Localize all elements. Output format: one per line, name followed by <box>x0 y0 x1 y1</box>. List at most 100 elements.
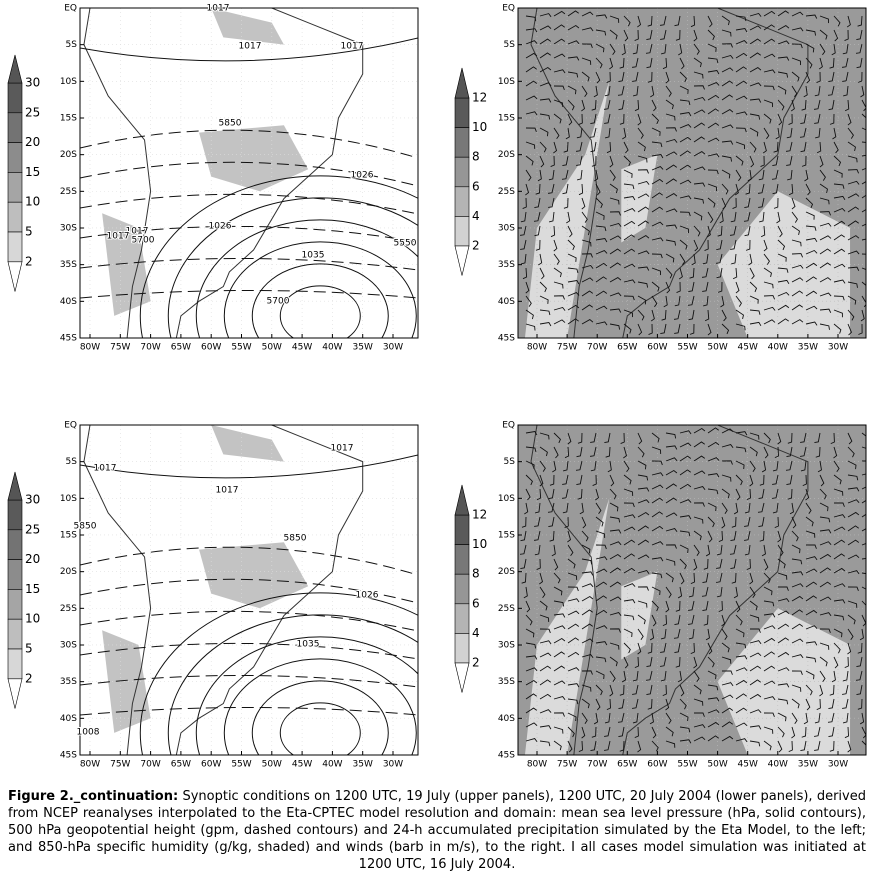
colorbar-label: 25 <box>25 522 40 536</box>
wind-barb <box>581 277 594 283</box>
wind-barb <box>567 56 580 61</box>
wind-barb <box>525 446 537 453</box>
pressure-contour <box>223 241 417 338</box>
wind-barb <box>534 530 541 541</box>
wind-barb <box>749 474 754 487</box>
wind-barb <box>688 614 695 625</box>
wind-barb <box>553 281 564 289</box>
wind-barb <box>578 183 584 196</box>
wind-barb <box>521 516 527 528</box>
lon-label: 70W <box>587 760 607 770</box>
wind-barb <box>581 712 588 724</box>
wind-barb <box>581 43 593 49</box>
wind-barb <box>847 586 859 591</box>
wind-barb <box>729 544 737 555</box>
wind-barb <box>861 572 866 575</box>
contour-label: 5850 <box>284 534 307 544</box>
wind-barb <box>819 222 832 227</box>
colorbar-bottom <box>7 678 23 709</box>
lat-label: 25S <box>498 187 515 197</box>
wind-barb <box>679 726 691 733</box>
wind-barb <box>679 558 687 570</box>
lat-label: 40S <box>60 714 77 724</box>
wind-barb <box>593 85 598 98</box>
wind-barb <box>525 614 533 626</box>
wind-barb <box>759 530 765 542</box>
wind-barb <box>609 169 616 181</box>
wind-barb <box>618 71 625 83</box>
wind-barb <box>609 502 619 512</box>
wind-barb <box>595 57 603 69</box>
wind-barb <box>721 94 734 101</box>
wind-barb <box>730 558 737 570</box>
wind-barb <box>665 208 678 213</box>
wind-barb <box>693 109 706 115</box>
wind-barb <box>609 612 622 617</box>
wind-barb <box>801 155 807 167</box>
wind-barb <box>609 684 614 697</box>
wind-barb <box>763 446 769 459</box>
wind-barb <box>604 726 611 737</box>
wind-barb <box>842 43 849 55</box>
wind-barb <box>791 211 798 223</box>
wind-barb <box>623 474 632 485</box>
wind-barb <box>637 460 647 470</box>
wind-barb <box>581 197 586 210</box>
wind-barb <box>758 169 765 181</box>
wind-barb <box>525 323 536 331</box>
wind-barb <box>731 253 737 265</box>
wind-barb <box>833 29 839 42</box>
wind-barb <box>693 29 698 42</box>
wind-barb <box>718 600 723 613</box>
wind-barb <box>763 99 774 108</box>
wind-barb <box>763 432 771 444</box>
wind-barb <box>707 670 717 680</box>
wind-barb <box>581 698 590 709</box>
wind-barb <box>749 640 762 645</box>
wind-barb <box>567 318 579 325</box>
shading <box>621 154 658 243</box>
colorbar-segment <box>454 186 470 217</box>
wind-barb <box>576 446 583 458</box>
wind-barb <box>634 726 639 739</box>
wind-barb <box>637 113 642 126</box>
wind-barb <box>791 225 800 236</box>
wind-barb <box>623 15 631 27</box>
wind-barb <box>791 670 803 675</box>
wind-barb <box>665 99 674 110</box>
wind-barb <box>703 614 709 626</box>
contour-label: 1017 <box>107 232 130 242</box>
wind-barb <box>847 113 852 126</box>
wind-barb <box>595 183 601 196</box>
wind-barb <box>777 683 790 688</box>
wind-barb <box>620 432 625 444</box>
wind-barb <box>595 305 608 311</box>
lon-label: 40W <box>322 343 342 353</box>
wind-barb <box>707 323 712 336</box>
wind-barb <box>637 281 649 288</box>
wind-barb <box>721 80 734 87</box>
wind-barb <box>665 483 677 490</box>
wind-barb <box>791 583 804 588</box>
wind-barb <box>819 684 824 697</box>
lon-label: 55W <box>231 760 251 770</box>
pressure-contour <box>279 702 361 755</box>
wind-barb <box>539 725 552 730</box>
wind-barb <box>525 707 538 714</box>
wind-barb <box>702 572 709 584</box>
wind-barb <box>749 25 762 31</box>
wind-barb <box>777 726 785 738</box>
wind-barb <box>735 431 748 436</box>
wind-barb <box>637 628 644 640</box>
wind-barb <box>525 309 534 320</box>
wind-barb <box>763 319 776 325</box>
shading <box>102 213 151 316</box>
wind-barb <box>731 516 737 528</box>
wind-barb <box>749 725 762 730</box>
wind-barb <box>777 558 786 569</box>
wind-barb <box>749 82 762 87</box>
wind-barb <box>833 155 842 167</box>
wind-barb <box>735 80 748 87</box>
wind-barb <box>777 651 790 658</box>
wind-barb <box>731 572 737 584</box>
